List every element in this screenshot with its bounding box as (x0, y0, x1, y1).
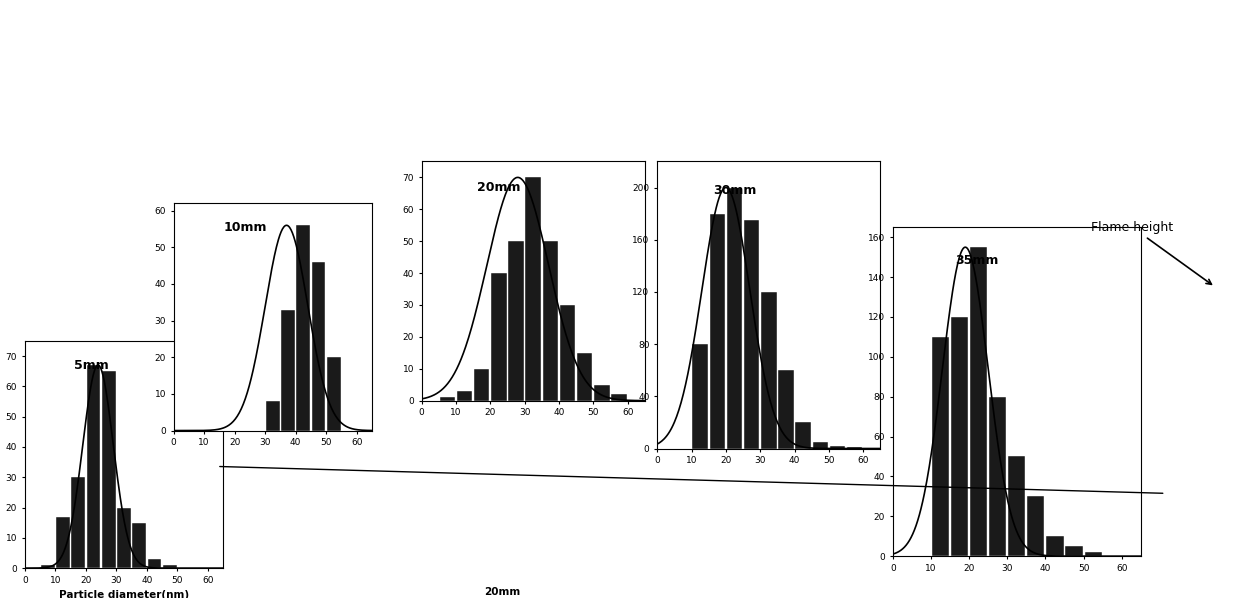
Point (91, 254, 110, 263)
Bar (148, 559, 161, 568)
Point (110, 281, 130, 291)
Point (77, 269, 97, 278)
Bar (1008, 456, 1025, 556)
Point (531, 96, 551, 106)
Bar (456, 391, 472, 401)
Point (123, 297, 143, 306)
Bar (474, 369, 490, 401)
Bar (440, 398, 455, 401)
Bar (795, 422, 811, 448)
Bar (830, 446, 846, 448)
Bar (117, 508, 131, 568)
Bar (162, 565, 176, 568)
Bar (847, 447, 862, 448)
Text: 20mm: 20mm (477, 181, 521, 194)
Point (446, 167, 466, 177)
Bar (72, 477, 86, 568)
Bar (1027, 496, 1044, 556)
Bar (1047, 536, 1064, 556)
Point (511, 120, 531, 129)
Bar (594, 385, 610, 401)
Point (5, 199, 25, 208)
Bar (727, 188, 743, 448)
Bar (41, 565, 55, 568)
Bar (779, 370, 794, 448)
Bar (1065, 546, 1083, 556)
Bar (87, 365, 100, 568)
Point (476, 147, 496, 157)
Bar (491, 273, 507, 401)
Bar (970, 247, 987, 556)
Bar (611, 394, 626, 401)
Point (10, 307, 30, 316)
Bar (577, 353, 593, 401)
Text: 35mm: 35mm (955, 254, 998, 267)
Bar (951, 317, 968, 556)
Point (565, 129, 585, 139)
Point (93, 242, 113, 252)
Bar (296, 225, 310, 431)
Bar (744, 220, 759, 448)
Point (568, 145, 588, 154)
Bar (692, 344, 708, 448)
Point (552, 131, 572, 141)
Point (25, 322, 45, 332)
Bar (281, 310, 295, 431)
Bar (932, 337, 949, 556)
Bar (559, 305, 575, 401)
Bar (761, 292, 776, 448)
Point (547, 97, 567, 107)
Bar (1085, 552, 1101, 556)
Point (451, 86, 471, 96)
Text: 10mm: 10mm (223, 221, 267, 234)
Point (511, 110, 531, 120)
Point (22, 228, 42, 237)
Point (105, 244, 125, 254)
Bar (56, 517, 69, 568)
Point (441, 83, 461, 93)
Bar (812, 442, 828, 448)
Point (422, 57, 441, 67)
X-axis label: Particle diameter(nm): Particle diameter(nm) (60, 590, 188, 598)
Text: 30mm: 30mm (713, 184, 756, 197)
Bar (102, 371, 115, 568)
Bar (508, 241, 523, 401)
Bar (526, 178, 541, 401)
Point (528, 106, 548, 116)
Text: 5mm: 5mm (74, 359, 109, 372)
Bar (709, 213, 725, 448)
Point (77, 258, 97, 267)
Point (443, 131, 463, 141)
Point (22, 281, 42, 291)
Bar (133, 523, 146, 568)
Bar (543, 241, 558, 401)
Text: Flame height: Flame height (1091, 221, 1211, 284)
Bar (265, 401, 280, 431)
Point (120, 279, 140, 289)
Point (427, 154, 446, 163)
Bar (990, 396, 1007, 556)
Point (48, 300, 68, 309)
Point (29, 231, 48, 240)
Bar (311, 262, 325, 431)
Text: 20mm: 20mm (484, 587, 521, 597)
Bar (327, 357, 341, 431)
